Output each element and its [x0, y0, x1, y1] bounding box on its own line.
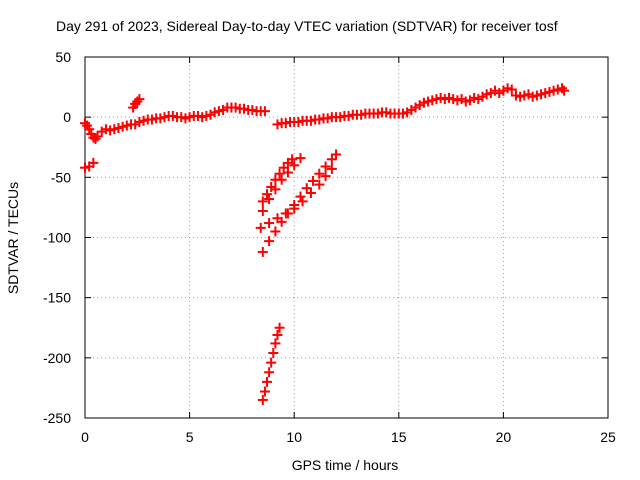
data-point — [287, 154, 298, 165]
y-tick-label: -150 — [43, 290, 71, 306]
data-point — [257, 206, 268, 217]
x-tick-label: 5 — [186, 429, 194, 445]
axes — [84, 56, 609, 419]
x-tick-label: 0 — [81, 429, 89, 445]
data-point — [264, 193, 275, 204]
data-point — [282, 167, 293, 178]
y-axis-label: SDTVAR / TECUs — [5, 182, 21, 294]
x-axis-label: GPS time / hours — [292, 457, 399, 473]
data-point — [262, 189, 273, 200]
tick-labels: 0 5 10 15 20 25 50 0 -50 -100 -150 -200 -250 — [43, 49, 616, 445]
data-point — [272, 213, 283, 224]
data-point — [320, 171, 331, 182]
data-point — [84, 124, 95, 135]
data-point — [262, 376, 273, 387]
data-point — [270, 338, 281, 349]
data-point — [295, 153, 306, 164]
data-point — [289, 160, 300, 171]
data-point — [331, 149, 342, 160]
data-point — [506, 84, 517, 95]
x-tick-label: 25 — [600, 429, 616, 445]
data-point — [259, 386, 270, 397]
data-point — [305, 187, 316, 198]
data-point — [88, 157, 99, 168]
data-point — [289, 203, 300, 214]
data-point — [257, 394, 268, 405]
data-point — [266, 357, 277, 368]
data-point — [259, 106, 270, 117]
x-tick-label: 10 — [286, 429, 302, 445]
data-points — [80, 83, 570, 405]
data-point — [264, 218, 275, 229]
data-point — [559, 85, 570, 96]
data-point — [276, 174, 287, 185]
y-tick-label: -250 — [43, 410, 71, 426]
data-point — [270, 226, 281, 237]
data-point — [134, 94, 145, 105]
plot-border — [84, 56, 609, 419]
data-point — [268, 348, 279, 359]
y-tick-label: 50 — [55, 49, 71, 65]
data-point — [314, 168, 325, 179]
data-point — [295, 191, 306, 202]
data-point — [257, 246, 268, 257]
data-point — [314, 179, 325, 190]
data-point — [272, 329, 283, 340]
data-point — [264, 367, 275, 378]
data-point — [257, 196, 268, 207]
data-point — [280, 208, 291, 219]
grid-lines — [85, 57, 608, 418]
x-tick-label: 20 — [496, 429, 512, 445]
data-point — [297, 196, 308, 207]
y-tick-label: 0 — [63, 109, 71, 125]
x-tick-label: 15 — [391, 429, 407, 445]
data-point — [264, 236, 275, 247]
data-point — [255, 222, 266, 233]
data-point — [308, 175, 319, 186]
data-point — [274, 168, 285, 179]
y-tick-label: -100 — [43, 230, 71, 246]
y-tick-label: -200 — [43, 350, 71, 366]
y-tick-label: -50 — [51, 169, 71, 185]
data-point — [274, 322, 285, 333]
data-point — [326, 163, 337, 174]
chart-title: Day 291 of 2023, Sidereal Day-to-day VTE… — [56, 18, 558, 34]
data-point — [270, 184, 281, 195]
data-point — [320, 161, 331, 172]
